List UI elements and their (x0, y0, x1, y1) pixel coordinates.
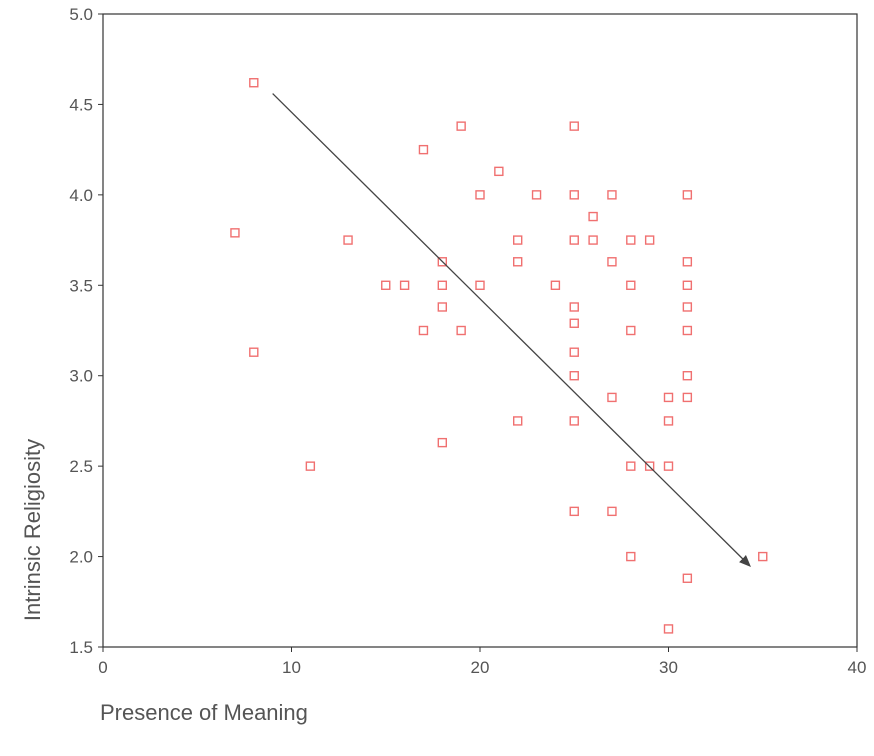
data-point (646, 236, 654, 244)
data-point (683, 327, 691, 335)
x-tick-label: 10 (282, 658, 301, 677)
data-point (495, 167, 503, 175)
data-point (683, 281, 691, 289)
data-point (438, 303, 446, 311)
data-point (665, 417, 673, 425)
y-tick-label: 1.5 (69, 638, 93, 657)
data-point (514, 236, 522, 244)
y-tick-label: 3.5 (69, 276, 93, 295)
data-point (683, 372, 691, 380)
data-point (344, 236, 352, 244)
plot-frame (103, 14, 857, 647)
x-tick-label: 20 (471, 658, 490, 677)
data-point (476, 281, 484, 289)
y-tick-label: 4.5 (69, 95, 93, 114)
data-point (250, 348, 258, 356)
data-point (570, 319, 578, 327)
y-axis: 1.5 2.0 2.5 3.0 3.5 4.0 4.5 5.0 (69, 5, 103, 657)
data-point (551, 281, 559, 289)
data-point (589, 213, 597, 221)
data-point (382, 281, 390, 289)
trend-arrow (273, 94, 750, 566)
data-point (457, 327, 465, 335)
data-point (589, 236, 597, 244)
data-point (457, 122, 465, 130)
data-point (250, 79, 258, 87)
data-point (514, 258, 522, 266)
data-point (683, 191, 691, 199)
data-point (683, 303, 691, 311)
data-point (627, 236, 635, 244)
data-point (608, 507, 616, 515)
data-points (231, 79, 767, 633)
data-point (608, 191, 616, 199)
x-axis: 0 10 20 30 40 (98, 647, 866, 677)
data-point (683, 393, 691, 401)
data-point (438, 439, 446, 447)
data-point (627, 462, 635, 470)
data-point (570, 372, 578, 380)
data-point (570, 303, 578, 311)
data-point (570, 348, 578, 356)
data-point (570, 191, 578, 199)
data-point (683, 574, 691, 582)
data-point (306, 462, 314, 470)
data-point (570, 122, 578, 130)
data-point (401, 281, 409, 289)
data-point (608, 258, 616, 266)
data-point (514, 417, 522, 425)
x-tick-label: 30 (659, 658, 678, 677)
data-point (665, 462, 673, 470)
y-tick-label: 4.0 (69, 186, 93, 205)
y-tick-label: 5.0 (69, 5, 93, 24)
data-point (419, 146, 427, 154)
data-point (665, 625, 673, 633)
x-tick-label: 40 (848, 658, 867, 677)
data-point (608, 393, 616, 401)
y-axis-title: Intrinsic Religiosity (20, 439, 45, 621)
data-point (570, 236, 578, 244)
y-tick-label: 2.0 (69, 548, 93, 567)
trend-arrow-group (273, 94, 750, 566)
data-point (627, 281, 635, 289)
data-point (570, 417, 578, 425)
y-tick-label: 2.5 (69, 457, 93, 476)
data-point (627, 327, 635, 335)
y-tick-label: 3.0 (69, 367, 93, 386)
data-point (683, 258, 691, 266)
data-point (419, 327, 427, 335)
x-axis-title: Presence of Meaning (100, 700, 308, 725)
data-point (570, 507, 578, 515)
data-point (627, 553, 635, 561)
data-point (231, 229, 239, 237)
data-point (759, 553, 767, 561)
data-point (476, 191, 484, 199)
data-point (665, 393, 673, 401)
data-point (533, 191, 541, 199)
data-point (438, 281, 446, 289)
x-tick-label: 0 (98, 658, 107, 677)
